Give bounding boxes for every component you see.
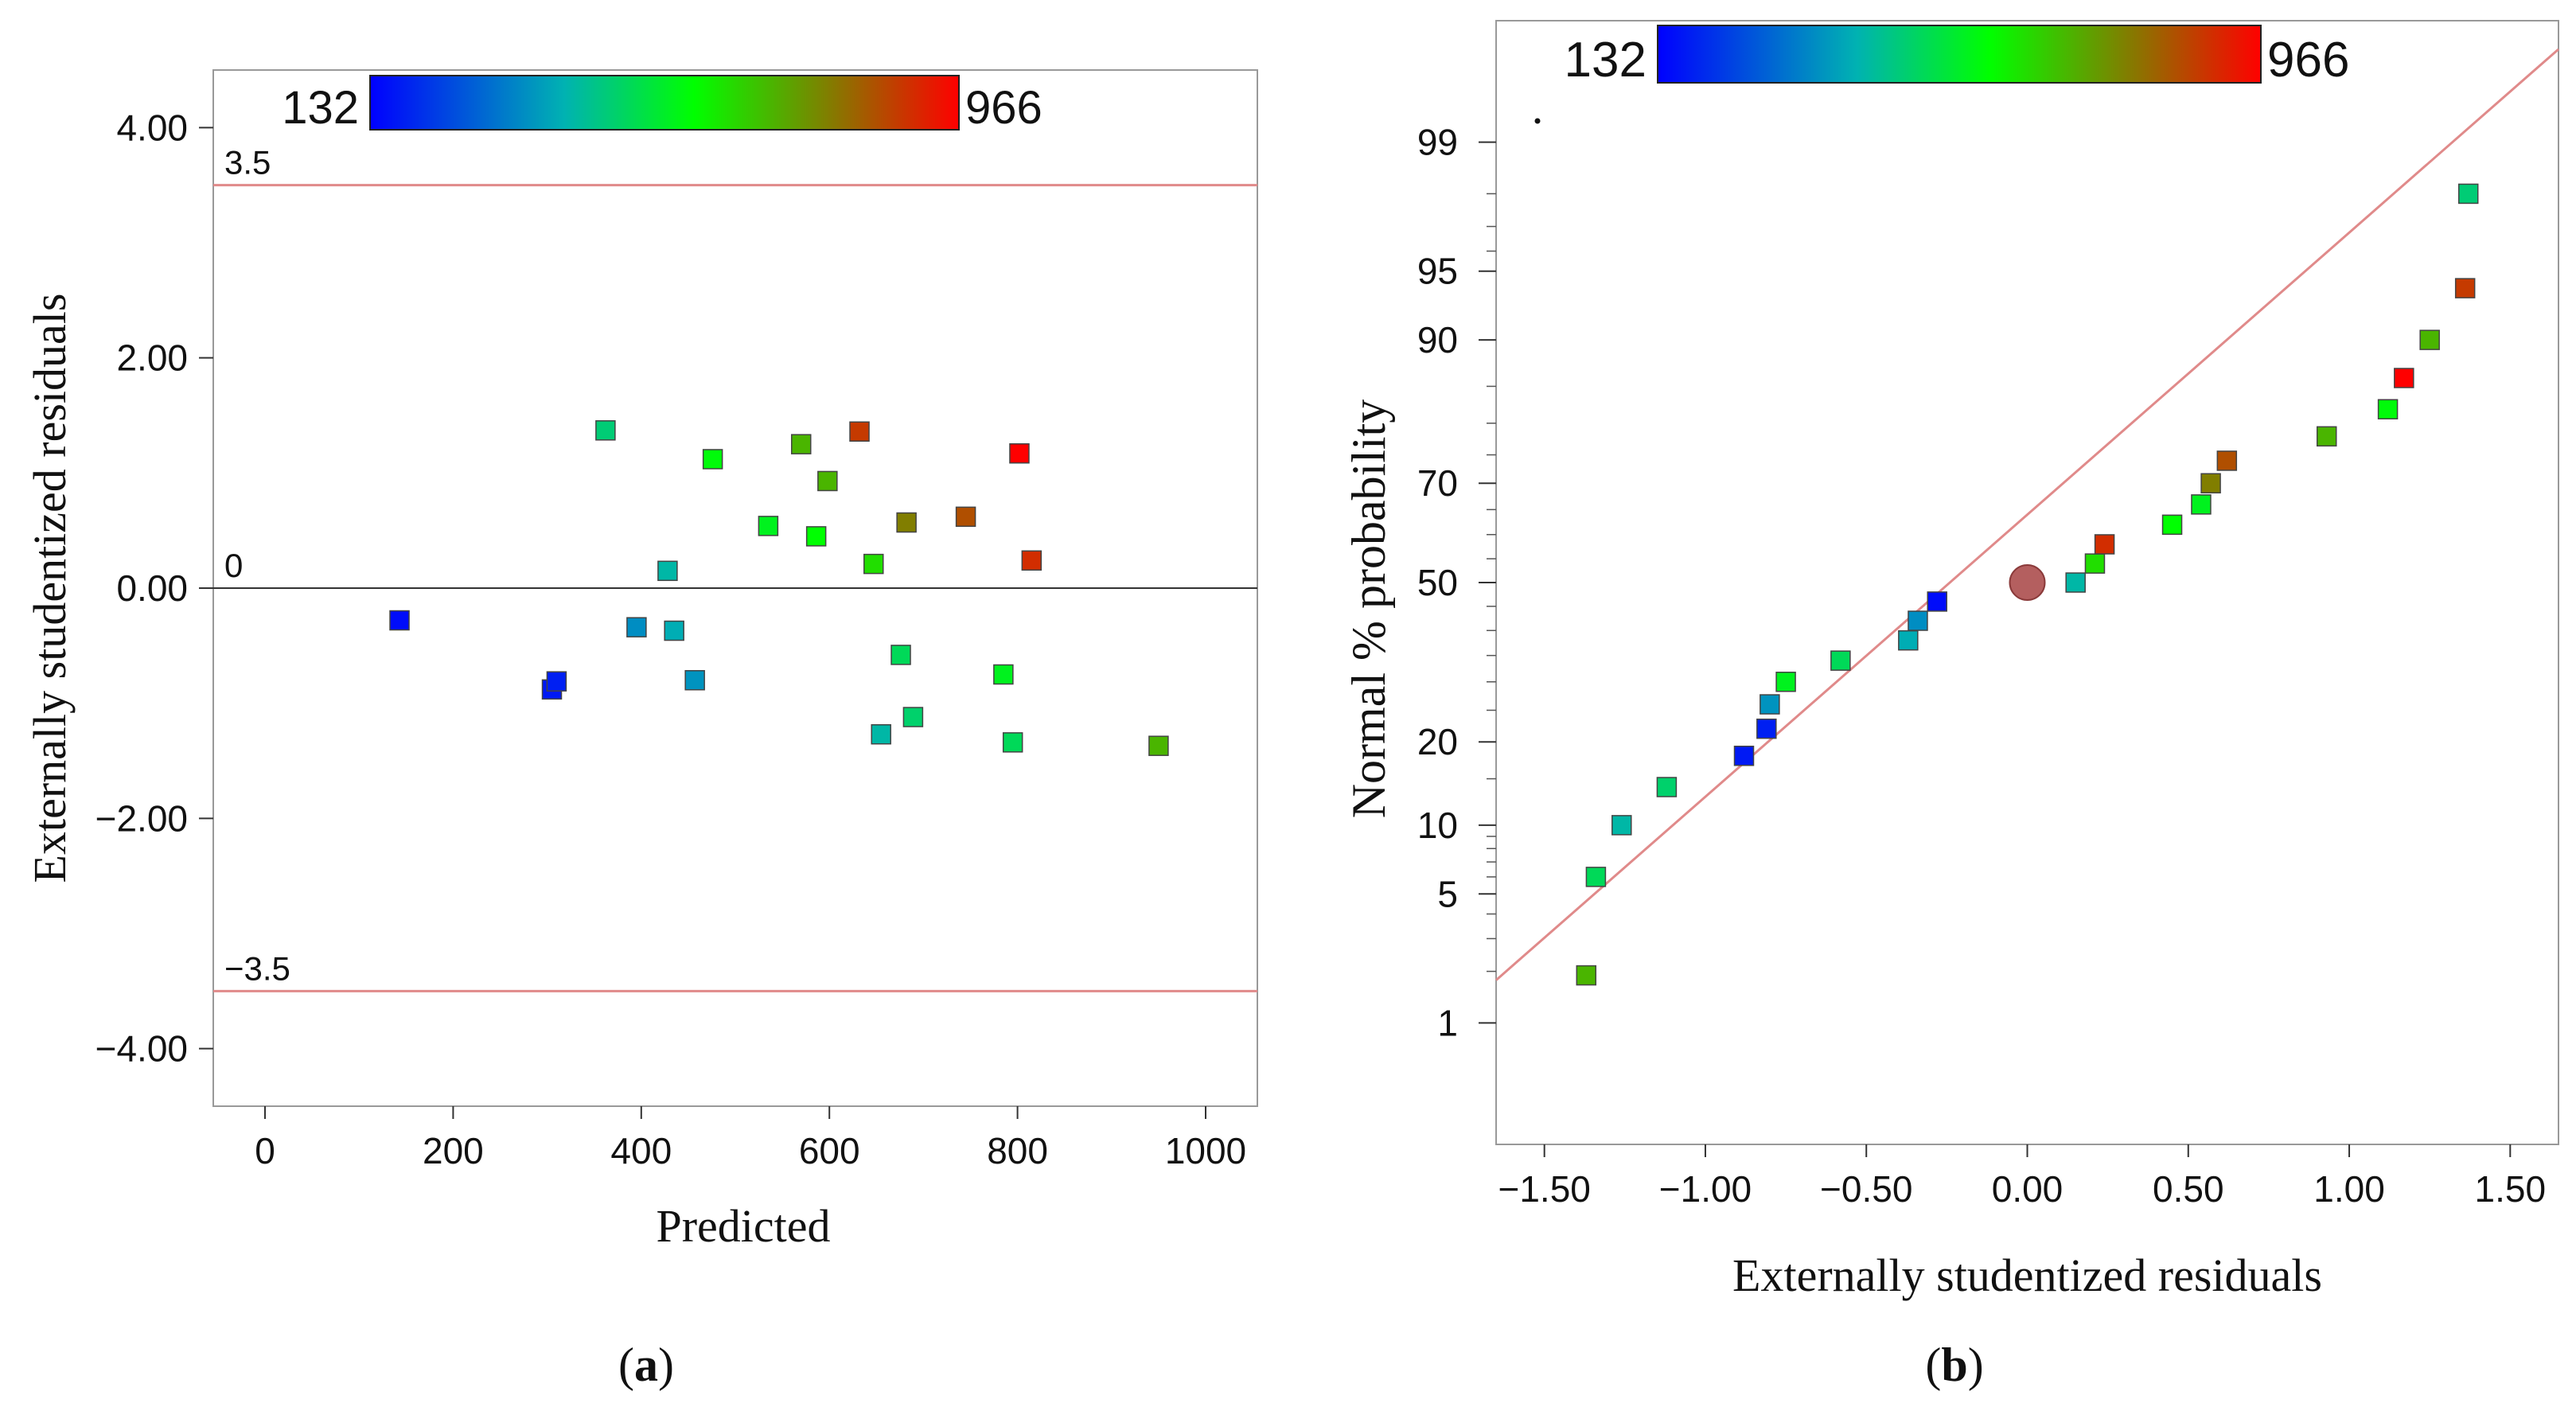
limit-line-label: −3.5 xyxy=(224,949,290,987)
y-tick-label: −2.00 xyxy=(95,797,188,839)
data-point xyxy=(2394,368,2414,388)
data-point xyxy=(1760,694,1780,715)
data-point xyxy=(1898,629,1919,651)
panel-a-colorbar xyxy=(369,75,960,131)
data-point xyxy=(1576,965,1597,986)
x-tick-label: 1000 xyxy=(1165,1130,1246,1171)
y-tick-label: 99 xyxy=(1417,122,1458,163)
data-point xyxy=(896,512,917,533)
data-point xyxy=(758,516,779,536)
data-point xyxy=(1908,610,1928,631)
x-tick-label: 600 xyxy=(799,1130,860,1171)
fit-line xyxy=(1495,48,2559,981)
marker-dot xyxy=(1534,118,1541,124)
x-axis-label: Predicted xyxy=(656,1200,830,1252)
data-point xyxy=(2454,278,2476,298)
y-axis-label: Externally studentized residuals xyxy=(24,294,76,883)
y-axis-label: Normal % probability xyxy=(1343,400,1395,819)
data-point xyxy=(871,723,891,745)
y-tick-label: 0.00 xyxy=(116,567,188,609)
panel-a-residuals-vs-predicted: 4.00 2.00 0.00 −2.00 −4.00 0 200 400 600 800 1000 3… xyxy=(24,69,1258,1391)
panel-b-colorbar-min-label: 132 xyxy=(1565,33,1647,88)
data-point xyxy=(2419,329,2440,350)
data-point xyxy=(1009,442,1030,464)
data-point xyxy=(1775,672,1796,692)
data-point xyxy=(2377,399,2399,419)
x-tick-label: 1.00 xyxy=(2313,1168,2385,1210)
data-point xyxy=(2216,450,2238,471)
y-tick-label: 70 xyxy=(1417,462,1458,504)
panel-b-normal-probability: 1 5 10 20 50 70 90 95 99 −1.50 −1.00 −0.50 0.00 0.50 1… xyxy=(1343,20,2559,1391)
y-tick-label: 5 xyxy=(1437,873,1458,914)
y-tick-label: 50 xyxy=(1417,562,1458,603)
data-point xyxy=(546,671,567,692)
data-point xyxy=(817,470,838,492)
data-point xyxy=(2094,534,2115,555)
data-point xyxy=(626,617,647,637)
data-point xyxy=(2084,553,2106,574)
data-point xyxy=(2316,426,2337,447)
data-point xyxy=(863,553,884,575)
data-point xyxy=(2200,473,2221,493)
x-tick-label: 0 xyxy=(255,1130,275,1171)
x-tick-label: −1.50 xyxy=(1498,1168,1590,1210)
data-point xyxy=(1021,550,1042,571)
zero-line-label: 0 xyxy=(224,547,243,584)
data-point xyxy=(2161,514,2183,536)
data-point xyxy=(790,434,812,454)
x-tick-label: 200 xyxy=(423,1130,484,1171)
x-tick-label: 1.50 xyxy=(2475,1168,2547,1210)
panel-b-colorbar-max-label: 966 xyxy=(2267,33,2349,88)
data-point xyxy=(849,421,870,442)
x-tick-label: −0.50 xyxy=(1820,1168,1912,1210)
limit-line-label: 3.5 xyxy=(224,144,271,181)
panel-label: (a) xyxy=(618,1339,674,1391)
data-point xyxy=(664,620,684,641)
y-tick-label: −4.00 xyxy=(95,1028,188,1070)
x-axis-label: Externally studentized residuals xyxy=(1732,1249,2322,1301)
y-tick-label: 10 xyxy=(1417,805,1458,846)
data-point xyxy=(1656,777,1678,797)
data-point xyxy=(2065,572,2086,593)
data-point xyxy=(2457,183,2479,205)
data-point xyxy=(702,449,723,470)
data-point xyxy=(657,560,678,582)
data-point xyxy=(1830,650,1851,671)
data-point xyxy=(1733,746,1755,766)
data-point xyxy=(389,610,410,631)
y-tick-label: 95 xyxy=(1417,251,1458,292)
data-point xyxy=(805,526,827,547)
data-point xyxy=(1611,815,1632,836)
data-point xyxy=(993,664,1014,685)
x-tick-label: −1.00 xyxy=(1659,1168,1752,1210)
y-tick-label: 90 xyxy=(1417,319,1458,361)
panel-b-colorbar xyxy=(1657,25,2262,84)
x-tick-label: 0.50 xyxy=(2153,1168,2224,1210)
y-tick-label: 2.00 xyxy=(116,337,188,379)
data-point xyxy=(1927,591,1947,612)
y-tick-label: 1 xyxy=(1437,1002,1458,1043)
x-tick-label: 0.00 xyxy=(1992,1168,2064,1210)
panel-label: (b) xyxy=(1925,1339,1983,1391)
panel-a-colorbar-min-label: 132 xyxy=(282,82,359,134)
data-point xyxy=(1002,732,1023,753)
x-tick-label: 800 xyxy=(987,1130,1048,1171)
x-tick-label: 400 xyxy=(610,1130,672,1171)
center-marker xyxy=(2009,564,2046,601)
data-point xyxy=(955,506,976,528)
data-point xyxy=(595,420,616,441)
data-point xyxy=(1756,718,1777,739)
data-point xyxy=(2191,494,2212,515)
panel-a-colorbar-max-label: 966 xyxy=(965,82,1042,134)
data-point xyxy=(890,645,911,665)
y-tick-label: 4.00 xyxy=(116,107,188,148)
data-point xyxy=(902,707,924,727)
y-tick-label: 20 xyxy=(1417,721,1458,762)
data-point xyxy=(684,669,705,691)
data-point xyxy=(1148,735,1169,756)
data-point xyxy=(1585,867,1607,887)
